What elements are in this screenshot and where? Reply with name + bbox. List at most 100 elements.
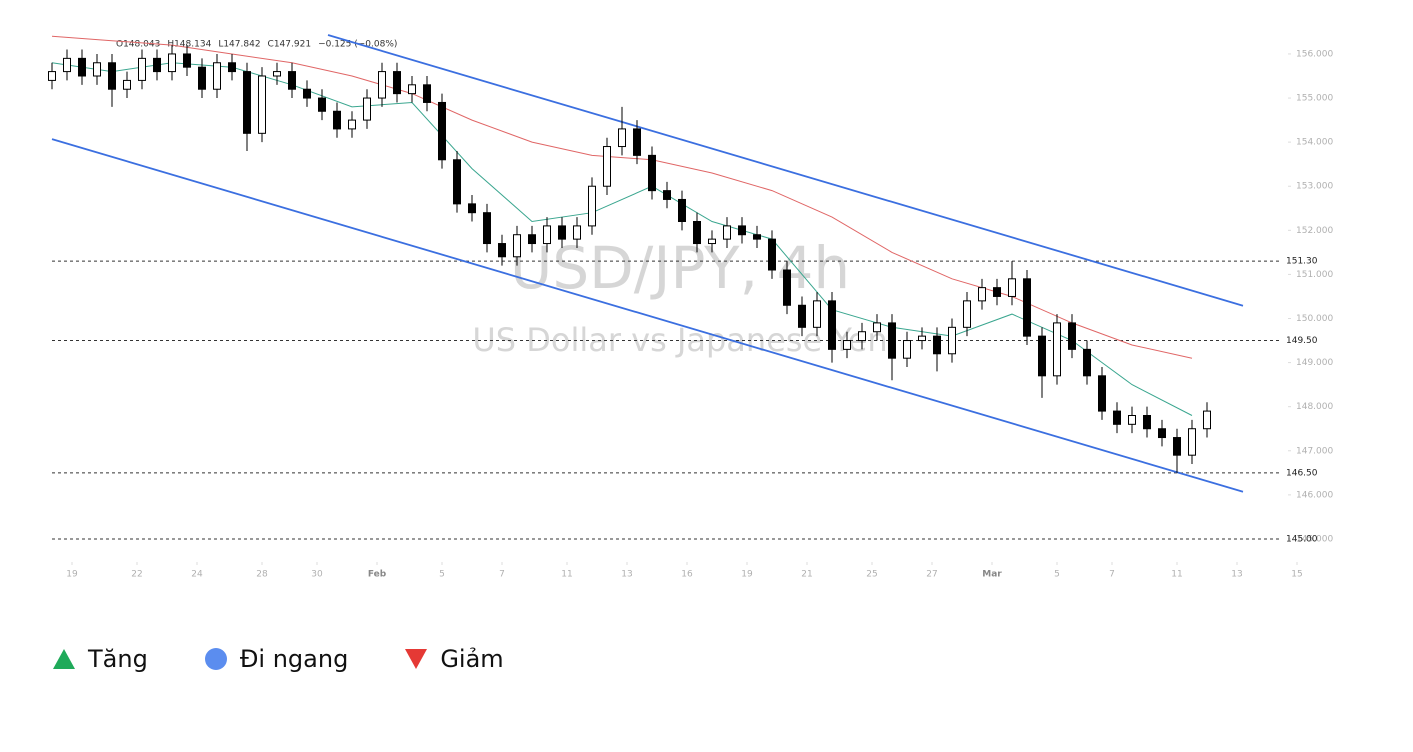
candle-body (618, 128, 626, 148)
channel-line (51, 138, 1244, 493)
candle-body (198, 66, 206, 90)
ohlc-value: H148.134 (167, 40, 211, 50)
candle-body (1068, 322, 1076, 350)
candle-body (768, 238, 776, 271)
candle-body (123, 79, 131, 90)
candle-body (48, 71, 56, 81)
x-tick-label: 7 (1109, 570, 1115, 580)
candle-body (1038, 335, 1046, 377)
candle-body (648, 154, 656, 192)
candle-body (378, 71, 386, 99)
candle-body (738, 225, 746, 236)
x-tick-label: 13 (621, 570, 632, 580)
level-label: 149.50 (1286, 336, 1318, 346)
candle-body (138, 57, 146, 81)
legend-item: Giảm (404, 645, 504, 673)
y-tick-label: 156.000 (1296, 49, 1333, 59)
watermark-subtitle: US Dollar vs Japanese Yen (472, 321, 887, 359)
ohlc-value: O148.043 (116, 40, 160, 50)
candle-body (393, 71, 401, 95)
candle-body (753, 234, 761, 240)
candle-body (168, 53, 176, 73)
candle-body (798, 304, 806, 328)
candle-body (948, 326, 956, 355)
candle-body (213, 62, 221, 90)
candle-body (963, 300, 971, 328)
x-tick-label: 11 (1171, 570, 1182, 580)
level-label: 146.50 (1286, 468, 1318, 478)
candle-body (1128, 415, 1136, 425)
x-tick-label: 25 (866, 570, 877, 580)
candle-body (363, 97, 371, 121)
y-tick-label: 153.000 (1296, 182, 1333, 192)
level-label: 151.30 (1286, 257, 1318, 267)
candle-body (288, 71, 296, 90)
x-tick-label: 11 (561, 570, 572, 580)
x-tick-label: 28 (256, 570, 268, 580)
legend: Tăng Đi ngang Giảm (52, 645, 560, 673)
legend-label: Đi ngang (239, 645, 349, 673)
candle-body (783, 269, 791, 306)
candle-body (423, 84, 431, 103)
channel-line (327, 34, 1244, 307)
level-label: 145.00 (1286, 534, 1318, 544)
legend-item: Tăng (52, 645, 148, 673)
legend-shape (204, 648, 227, 670)
candle-body (693, 221, 701, 245)
x-tick-label: 5 (1054, 570, 1060, 580)
candle-body (903, 340, 911, 359)
candle-body (708, 238, 716, 245)
candle-body (888, 322, 896, 359)
candle-body (1188, 428, 1196, 456)
legend-shape (53, 649, 75, 669)
candle-body (1023, 278, 1031, 337)
x-tick-label: 30 (311, 570, 323, 580)
x-tick-label: 27 (926, 570, 937, 580)
candle-body (663, 190, 671, 200)
x-tick-label: Feb (368, 570, 387, 580)
chart: USD/JPY, 4h US Dollar vs Japanese Yen O1… (48, 34, 1333, 580)
x-tick-label: 15 (1291, 570, 1302, 580)
candle-body (483, 212, 491, 245)
candle-body (63, 57, 71, 73)
legend-shape (405, 649, 428, 669)
candle-body (243, 71, 251, 134)
y-tick-label: 145.000 (1296, 534, 1333, 544)
legend-item: Đi ngang (204, 645, 349, 673)
ohlc-value: L147.842 (218, 40, 260, 50)
y-tick-label: 151.000 (1296, 270, 1333, 280)
candle-body (528, 234, 536, 245)
x-tick-label: 16 (681, 570, 693, 580)
x-tick-label: 19 (66, 570, 78, 580)
candle-body (318, 97, 326, 112)
x-tick-label: 7 (499, 570, 505, 580)
candle-body (228, 62, 236, 73)
candle-body (918, 335, 926, 342)
y-tick-label: 150.000 (1296, 314, 1333, 324)
legend-icon (53, 649, 75, 669)
candle-body (348, 119, 356, 130)
candle-body (588, 185, 596, 227)
y-tick-label: 148.000 (1296, 402, 1333, 412)
candle-body (813, 300, 821, 328)
candle-body (438, 101, 446, 161)
candle-body (1053, 322, 1061, 377)
x-tick-label: Mar (982, 570, 1002, 580)
candle-body (1143, 415, 1151, 430)
candle-body (723, 225, 731, 240)
candle-body (873, 322, 881, 333)
candle-body (1203, 410, 1211, 430)
x-tick-label: 21 (801, 570, 812, 580)
x-tick-label: 19 (741, 570, 753, 580)
y-tick-label: 149.000 (1296, 358, 1333, 368)
candle-body (558, 225, 566, 240)
candle-body (273, 71, 281, 77)
candle-body (828, 300, 836, 350)
candle-body (1158, 428, 1166, 439)
candle-body (993, 287, 1001, 297)
candle-body (1113, 410, 1121, 425)
y-tick-label: 147.000 (1296, 446, 1333, 456)
x-tick-label: 24 (191, 570, 203, 580)
candle-body (603, 146, 611, 187)
candle-body (978, 287, 986, 302)
